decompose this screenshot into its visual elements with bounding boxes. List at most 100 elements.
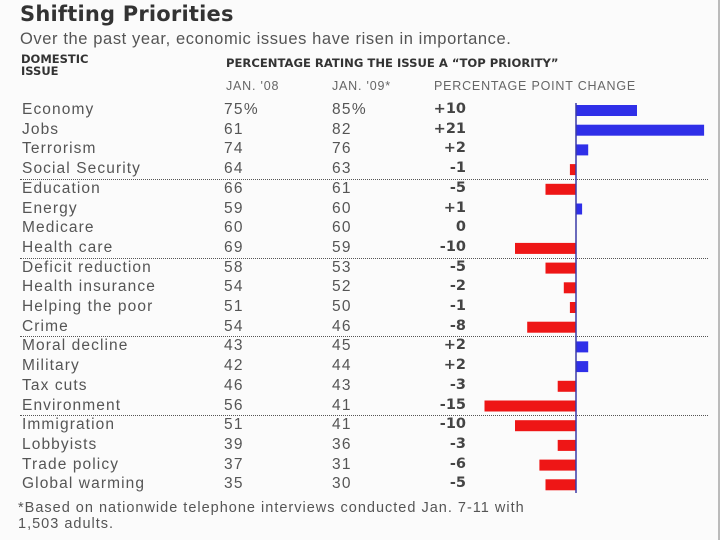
bar-negative: [569, 164, 576, 176]
group-divider: [20, 257, 708, 259]
bar-negative: [557, 380, 576, 392]
chart-title: Shifting Priorities: [20, 2, 234, 26]
row-jan09-value: 60: [332, 199, 352, 217]
row-jan09-value: 53: [332, 258, 352, 276]
header-issue-line1: DOMESTIC: [21, 52, 89, 66]
bar-positive: [576, 144, 589, 156]
row-change-value: -10: [439, 238, 466, 255]
footnote-line2: 1,503 adults.: [18, 516, 115, 532]
bar-negative: [527, 321, 576, 333]
bar-positive: [576, 341, 589, 353]
row-change-value: +10: [433, 101, 466, 117]
row-jan09-value: 52: [332, 278, 352, 296]
group-divider: [20, 336, 708, 338]
row-jan09-value: 31: [332, 455, 352, 473]
bar-negative: [515, 420, 576, 432]
row-change-value: -5: [449, 258, 466, 275]
row-issue-label: Medicare: [22, 219, 95, 237]
row-change-value: -1: [449, 298, 466, 314]
page-edge: [718, 0, 720, 540]
bar-negative: [569, 302, 576, 313]
bar-negative: [545, 183, 576, 195]
row-change-value: -5: [449, 179, 466, 196]
row-change-value: 0: [455, 219, 466, 236]
row-change-value: +2: [443, 357, 466, 374]
row-jan09-value: 82: [332, 120, 352, 138]
group-divider: [20, 178, 708, 180]
bar-positive: [576, 203, 583, 215]
row-jan09-value: 85%: [332, 101, 367, 118]
row-jan08-value: 43: [224, 337, 244, 355]
row-jan08-value: 37: [224, 455, 244, 473]
footnote-line1: *Based on nationwide telephone interview…: [18, 500, 525, 516]
row-jan08-value: 51: [224, 416, 244, 434]
row-change-value: +1: [443, 199, 466, 216]
row-jan09-value: 44: [332, 357, 352, 375]
row-issue-label: Terrorism: [22, 140, 97, 158]
row-issue-label: Energy: [22, 199, 78, 217]
row-jan08-value: 51: [224, 298, 244, 315]
row-jan09-value: 46: [332, 317, 352, 335]
row-jan08-value: 75%: [224, 101, 259, 118]
row-issue-label: Health care: [22, 238, 114, 256]
row-jan08-value: 69: [224, 238, 244, 256]
header-issue-line2: ISSUE: [21, 64, 59, 78]
row-jan09-value: 76: [332, 140, 352, 158]
bar-positive: [576, 105, 637, 116]
row-change-value: +21: [433, 120, 466, 137]
header-jan09: JAN. '09*: [332, 79, 391, 93]
row-jan08-value: 56: [224, 396, 244, 414]
row-jan09-value: 63: [332, 160, 352, 178]
row-change-value: +2: [443, 140, 466, 157]
header-domestic-issue: DOMESTIC ISSUE: [21, 53, 88, 77]
chart-subtitle: Over the past year, economic issues have…: [20, 30, 512, 48]
row-jan09-value: 45: [332, 337, 352, 355]
row-change-value: -15: [439, 396, 466, 413]
row-issue-label: Deficit reduction: [22, 258, 152, 276]
row-jan08-value: 59: [224, 199, 244, 217]
row-change-value: -2: [449, 278, 466, 295]
row-jan08-value: 58: [224, 258, 244, 276]
row-issue-label: Global warming: [22, 475, 146, 493]
row-issue-label: Tax cuts: [22, 376, 88, 394]
row-change-value: -3: [449, 435, 466, 452]
bar-negative: [545, 479, 576, 491]
row-jan08-value: 39: [224, 435, 244, 453]
bar-negative: [563, 282, 576, 294]
row-issue-label: Health insurance: [22, 278, 156, 296]
row-issue-label: Jobs: [22, 120, 60, 138]
row-issue-label: Education: [22, 179, 101, 197]
row-issue-label: Helping the poor: [22, 298, 154, 315]
bar-negative: [515, 242, 576, 254]
row-jan08-value: 60: [224, 219, 244, 237]
bar-negative: [484, 400, 576, 412]
row-issue-label: Immigration: [22, 416, 116, 434]
row-jan09-value: 41: [332, 396, 352, 414]
footnote: *Based on nationwide telephone interview…: [18, 500, 525, 532]
row-change-value: -6: [449, 455, 466, 472]
row-jan09-value: 61: [332, 179, 352, 197]
row-change-value: -8: [449, 317, 466, 334]
row-change-value: -1: [449, 160, 466, 177]
header-percentage: PERCENTAGE RATING THE ISSUE A “TOP PRIOR…: [226, 56, 559, 70]
row-issue-label: Crime: [22, 317, 69, 335]
row-change-value: +2: [443, 337, 466, 354]
row-jan09-value: 43: [332, 376, 352, 394]
row-jan08-value: 42: [224, 357, 244, 375]
bar-negative: [557, 439, 576, 451]
header-jan08: JAN. '08: [226, 79, 280, 93]
row-jan08-value: 66: [224, 179, 244, 197]
row-issue-label: Economy: [22, 101, 95, 118]
row-jan09-value: 60: [332, 219, 352, 237]
row-jan08-value: 46: [224, 376, 244, 394]
group-divider: [20, 415, 708, 417]
row-change-value: -5: [449, 475, 466, 492]
row-issue-label: Moral decline: [22, 337, 129, 355]
row-jan09-value: 36: [332, 435, 352, 453]
bar-positive: [576, 361, 589, 373]
row-issue-label: Trade policy: [22, 455, 120, 473]
header-change: PERCENTAGE POINT CHANGE: [434, 79, 636, 93]
row-jan08-value: 61: [224, 120, 244, 138]
row-jan09-value: 30: [332, 475, 352, 493]
row-jan08-value: 54: [224, 278, 244, 296]
